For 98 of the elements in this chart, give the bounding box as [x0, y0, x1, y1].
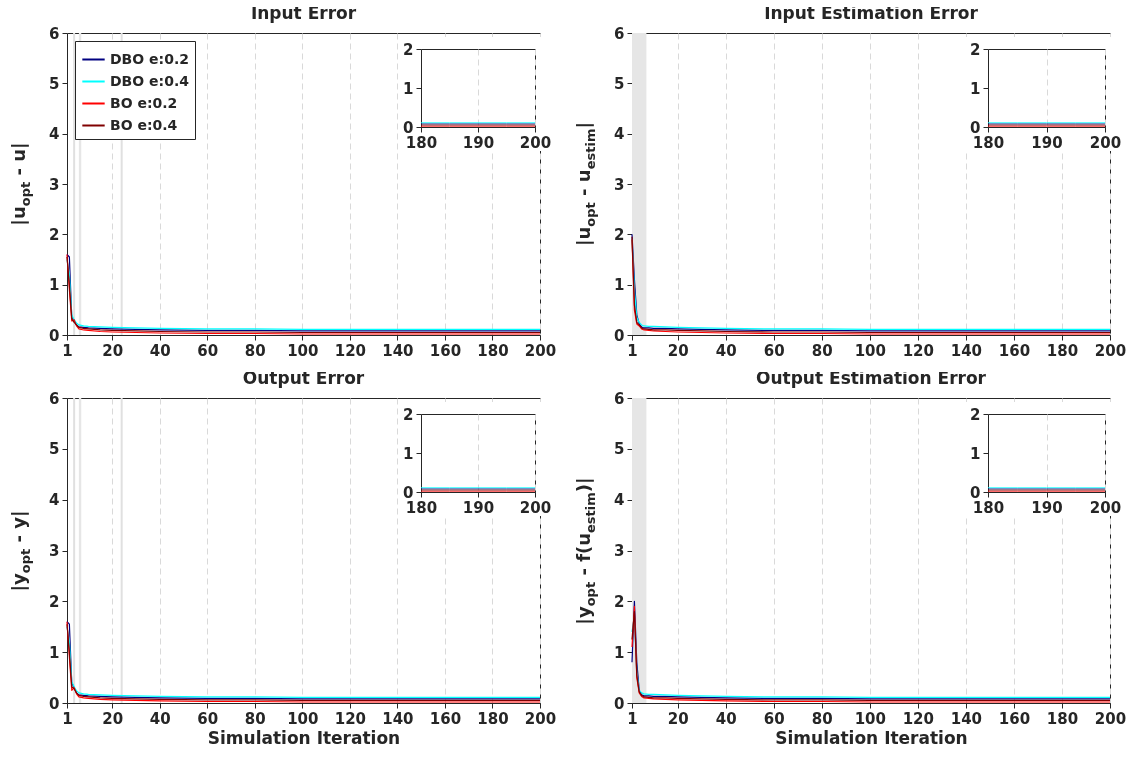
x-tick-label: 100 [854, 341, 886, 360]
x-tick-label: 140 [382, 709, 414, 728]
x-tick-label: 80 [811, 709, 833, 728]
x-tick-label: 60 [197, 709, 219, 728]
y-tick-label: 3 [614, 175, 625, 194]
y-tick-label: 1 [614, 276, 625, 295]
y-tick-label: 2 [49, 225, 60, 244]
x-tick-label: 160 [429, 341, 462, 360]
y-tick-label: 4 [49, 491, 60, 510]
x-tick-label: 1 [62, 341, 73, 360]
x-tick-label: 200 [519, 498, 552, 517]
y-tick-label: 1 [970, 444, 981, 463]
y-tick-label: 0 [49, 326, 60, 345]
x-tick-label: 80 [244, 341, 266, 360]
x-tick-label: 20 [102, 709, 124, 728]
y-tick-label: 1 [614, 643, 625, 662]
x-tick-label: 60 [763, 341, 785, 360]
chart-title: Output Error [242, 368, 365, 388]
x-tick-label: 100 [287, 709, 319, 728]
y-tick-label: 3 [614, 542, 625, 560]
x-tick-label: 40 [149, 709, 171, 728]
x-tick-label: 200 [519, 133, 552, 152]
y-tick-label: 0 [49, 694, 60, 713]
x-tick-label: 80 [244, 709, 266, 728]
y-tick-label: 1 [403, 79, 414, 98]
chart-title: Input Error [250, 3, 357, 23]
y-tick-label: 0 [614, 694, 625, 713]
y-tick-label: 3 [49, 175, 60, 194]
legend-label: BO e:0.2 [110, 94, 178, 111]
y-tick-label: 5 [49, 74, 60, 93]
x-tick-label: 160 [998, 341, 1031, 360]
y-tick-label: 1 [49, 276, 60, 295]
legend-label: BO e:0.4 [110, 116, 178, 133]
x-tick-label: 190 [1031, 133, 1063, 152]
x-tick-label: 60 [763, 709, 785, 728]
y-tick-label: 4 [49, 125, 60, 144]
x-tick-label: 1 [62, 709, 73, 728]
y-tick-label: 6 [614, 389, 625, 408]
x-tick-label: 60 [197, 341, 219, 360]
x-tick-label: 200 [1094, 709, 1127, 728]
x-tick-label: 1 [627, 341, 638, 360]
y-tick-label: 2 [970, 405, 981, 424]
y-tick-label: 2 [970, 40, 981, 59]
y-tick-label: 6 [49, 24, 60, 43]
x-tick-label: 180 [1046, 709, 1079, 728]
y-tick-label: 4 [614, 125, 625, 144]
x-tick-label: 100 [287, 341, 319, 360]
x-tick-label: 40 [715, 709, 737, 728]
x-tick-label: 120 [902, 709, 934, 728]
x-tick-label: 160 [429, 709, 462, 728]
x-tick-label: 20 [667, 709, 689, 728]
y-tick-label: 5 [614, 440, 625, 459]
chart-title: Output Estimation Error [756, 368, 987, 388]
y-tick-label: 0 [614, 326, 625, 345]
x-tick-label: 200 [524, 709, 557, 728]
x-tick-label: 100 [854, 709, 886, 728]
x-tick-label: 120 [334, 709, 367, 728]
x-tick-label: 140 [382, 341, 414, 360]
y-tick-label: 2 [403, 405, 414, 424]
y-tick-label: 4 [614, 491, 625, 510]
x-axis-title: Simulation Iteration [775, 727, 968, 748]
x-tick-label: 120 [334, 341, 367, 360]
y-tick-label: 1 [49, 643, 60, 662]
x-tick-label: 80 [811, 341, 833, 360]
x-tick-label: 140 [950, 341, 983, 360]
y-tick-label: 2 [403, 40, 414, 59]
y-tick-label: 1 [970, 79, 981, 98]
y-tick-label: 5 [614, 74, 625, 93]
x-tick-label: 120 [902, 341, 934, 360]
x-tick-label: 20 [102, 341, 124, 360]
x-tick-label: 200 [1089, 133, 1122, 152]
y-tick-label: 6 [49, 389, 60, 408]
x-tick-label: 180 [477, 341, 509, 360]
chart-title: Input Estimation Error [764, 3, 979, 23]
x-tick-label: 200 [1094, 341, 1127, 360]
y-tick-label: 3 [49, 542, 60, 560]
x-axis-title: Simulation Iteration [207, 727, 401, 748]
x-tick-label: 20 [667, 341, 689, 360]
x-tick-label: 190 [462, 133, 495, 152]
x-tick-label: 140 [950, 709, 983, 728]
x-tick-label: 1 [627, 709, 638, 728]
legend-label: DBO e:0.4 [110, 72, 190, 89]
x-tick-label: 180 [477, 709, 509, 728]
y-tick-label: 1 [403, 444, 414, 463]
x-tick-label: 40 [149, 341, 171, 360]
x-tick-label: 160 [998, 709, 1031, 728]
y-tick-label: 5 [49, 440, 60, 459]
legend-label: DBO e:0.2 [110, 50, 189, 67]
x-tick-label: 180 [1046, 341, 1079, 360]
x-tick-label: 190 [1031, 498, 1063, 517]
x-tick-label: 40 [715, 341, 737, 360]
x-tick-label: 200 [1089, 498, 1122, 517]
x-tick-label: 190 [462, 498, 495, 517]
y-tick-label: 6 [614, 24, 625, 43]
y-tick-label: 2 [49, 592, 60, 611]
y-tick-label: 2 [614, 592, 625, 611]
x-tick-label: 200 [524, 341, 557, 360]
y-tick-label: 2 [614, 225, 625, 244]
